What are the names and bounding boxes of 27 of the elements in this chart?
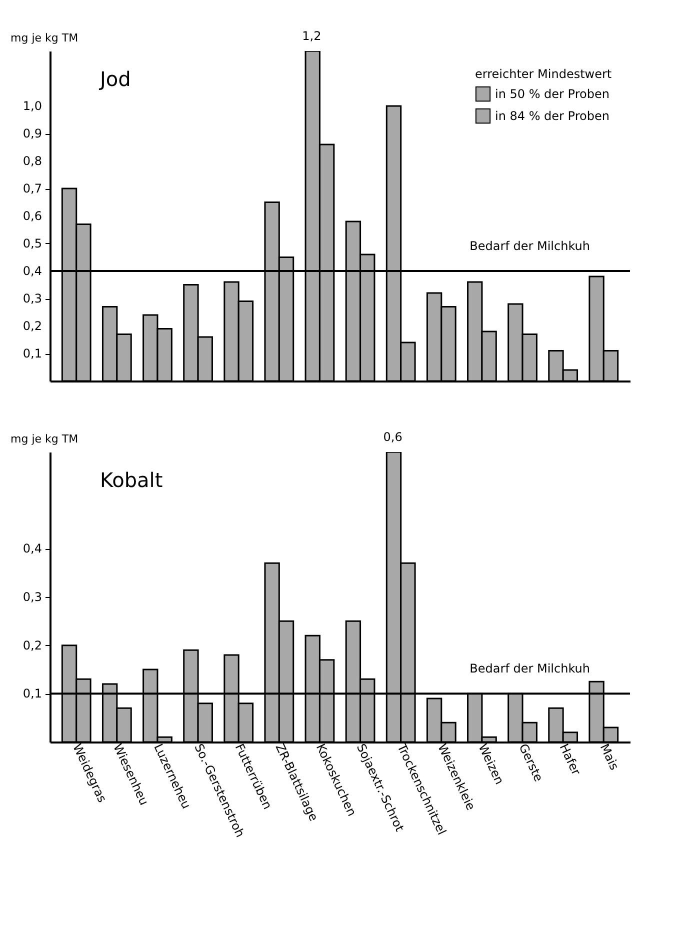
y-tick-label: 0,1: [22, 346, 42, 360]
legend-title: erreichter Mindestwert: [475, 67, 612, 81]
ref-line-label: Bedarf der Milchkuh: [470, 662, 590, 676]
annotation: 1,2: [302, 29, 322, 43]
annotation: 0,6: [383, 430, 402, 444]
y-tick-label: 0,3: [22, 292, 42, 306]
y-axis-title: mg je kg TM: [10, 432, 78, 446]
y-tick-label: 0,8: [22, 154, 42, 168]
text: Kobalt: [100, 468, 163, 492]
y-tick-label: 0,4: [22, 264, 42, 278]
y-tick-label: 0,4: [22, 542, 42, 556]
y-tick-label: 0,5: [22, 236, 42, 250]
x-tick-label: Hafer: [556, 742, 584, 778]
y-tick-label: 0,6: [22, 209, 42, 223]
y-tick-label: 0,3: [22, 590, 42, 604]
legend-label: in 50 % der Proben: [495, 87, 610, 101]
text: Jod: [98, 67, 131, 91]
y-tick-label: 0,2: [22, 319, 42, 333]
ref-line-label: Bedarf der Milchkuh: [470, 239, 590, 253]
y-tick-label: 0,1: [22, 686, 42, 701]
y-tick-label: 0,2: [22, 638, 42, 652]
y-tick-label: 0,7: [22, 182, 42, 196]
y-axis-title: mg je kg TM: [10, 32, 78, 44]
y-tick-label: 0,9: [22, 126, 42, 140]
y-tick-label: 1,0: [22, 99, 42, 113]
legend-label: in 84 % der Proben: [495, 109, 610, 123]
x-tick-label: Mais: [597, 742, 622, 772]
